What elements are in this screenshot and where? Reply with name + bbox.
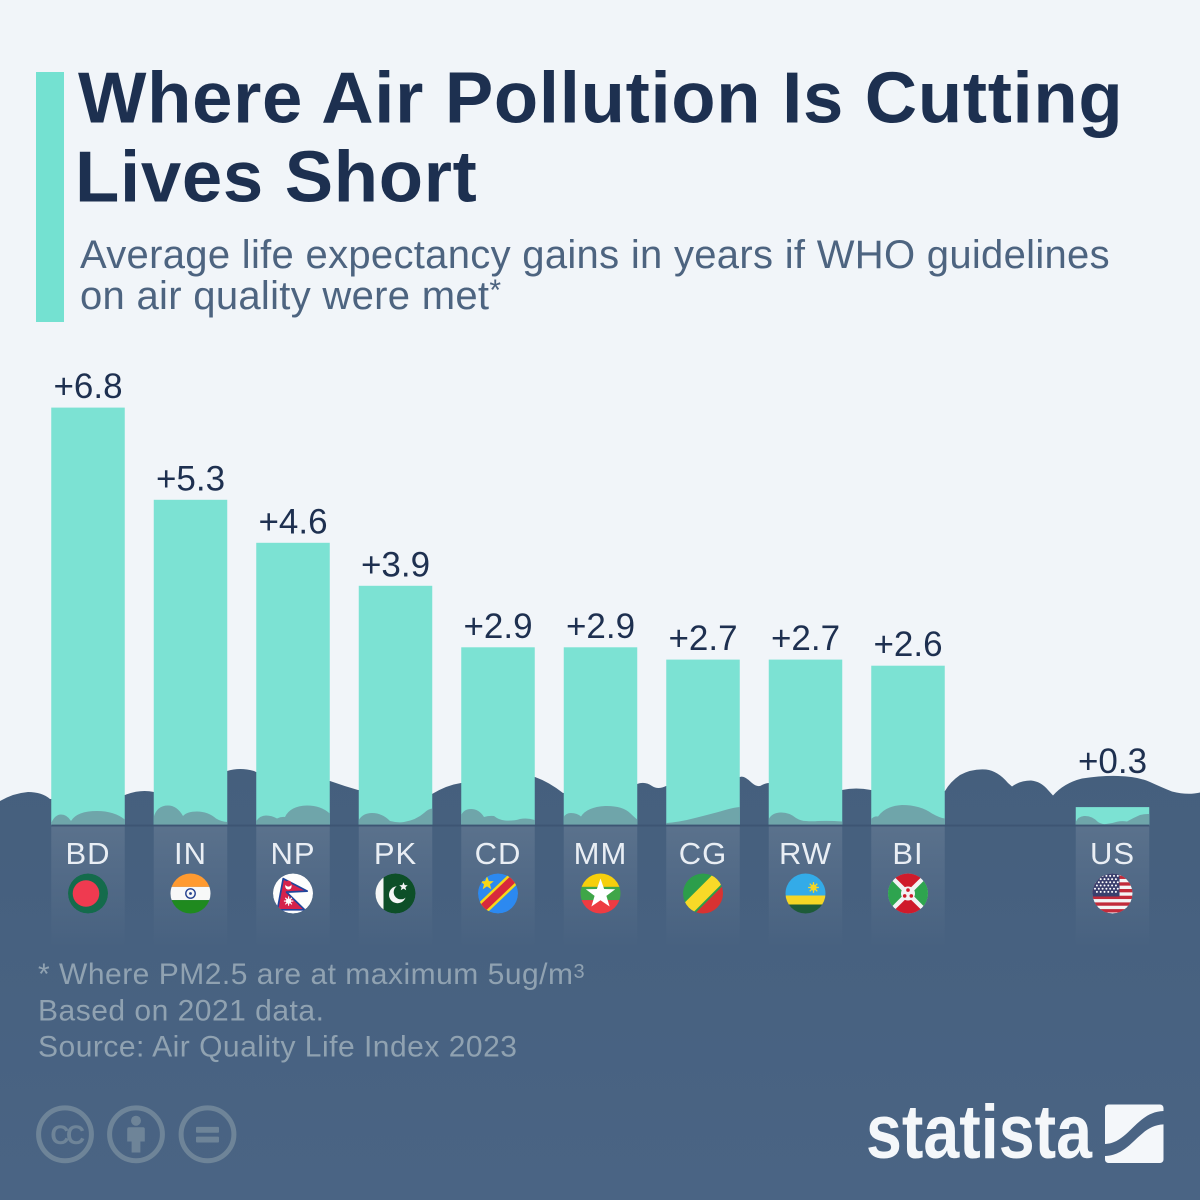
svg-text:+2.9: +2.9 [463, 607, 532, 646]
svg-text:+5.3: +5.3 [156, 459, 225, 498]
svg-text:Source: Air Quality Life Index: Source: Air Quality Life Index 2023 [38, 1031, 517, 1064]
svg-text:+4.6: +4.6 [258, 502, 327, 541]
svg-text:+2.7: +2.7 [668, 619, 737, 658]
svg-text:+2.7: +2.7 [771, 619, 840, 658]
svg-text:Based on 2021 data.: Based on 2021 data. [38, 995, 324, 1028]
svg-text:statista: statista [866, 1090, 1093, 1175]
svg-text:Average life expectancy gains: Average life expectancy gains in years i… [80, 233, 1110, 277]
svg-text:CG: CG [679, 836, 728, 871]
svg-text:MM: MM [574, 836, 628, 871]
svg-text:+2.6: +2.6 [873, 625, 942, 664]
svg-text:+2.9: +2.9 [566, 607, 635, 646]
svg-text:NP: NP [270, 836, 315, 871]
svg-text:+0.3: +0.3 [1078, 742, 1147, 781]
svg-text:Lives Short: Lives Short [75, 136, 478, 217]
svg-text:BD: BD [65, 836, 110, 871]
svg-text:CD: CD [475, 836, 522, 871]
svg-text:PK: PK [374, 836, 417, 871]
svg-text:US: US [1090, 836, 1135, 871]
svg-text:* Where PM2.5 are at maximum 5: * Where PM2.5 are at maximum 5ug/m3 [38, 958, 585, 991]
svg-text:RW: RW [779, 836, 832, 871]
svg-text:IN: IN [174, 836, 207, 871]
svg-text:on air quality were met*: on air quality were met* [80, 274, 501, 318]
svg-text:BI: BI [892, 836, 923, 871]
svg-text:+6.8: +6.8 [53, 367, 122, 406]
svg-text:CC: CC [50, 1120, 85, 1150]
svg-text:+3.9: +3.9 [361, 545, 430, 584]
svg-text:Where Air Pollution Is Cutting: Where Air Pollution Is Cutting [78, 58, 1123, 139]
